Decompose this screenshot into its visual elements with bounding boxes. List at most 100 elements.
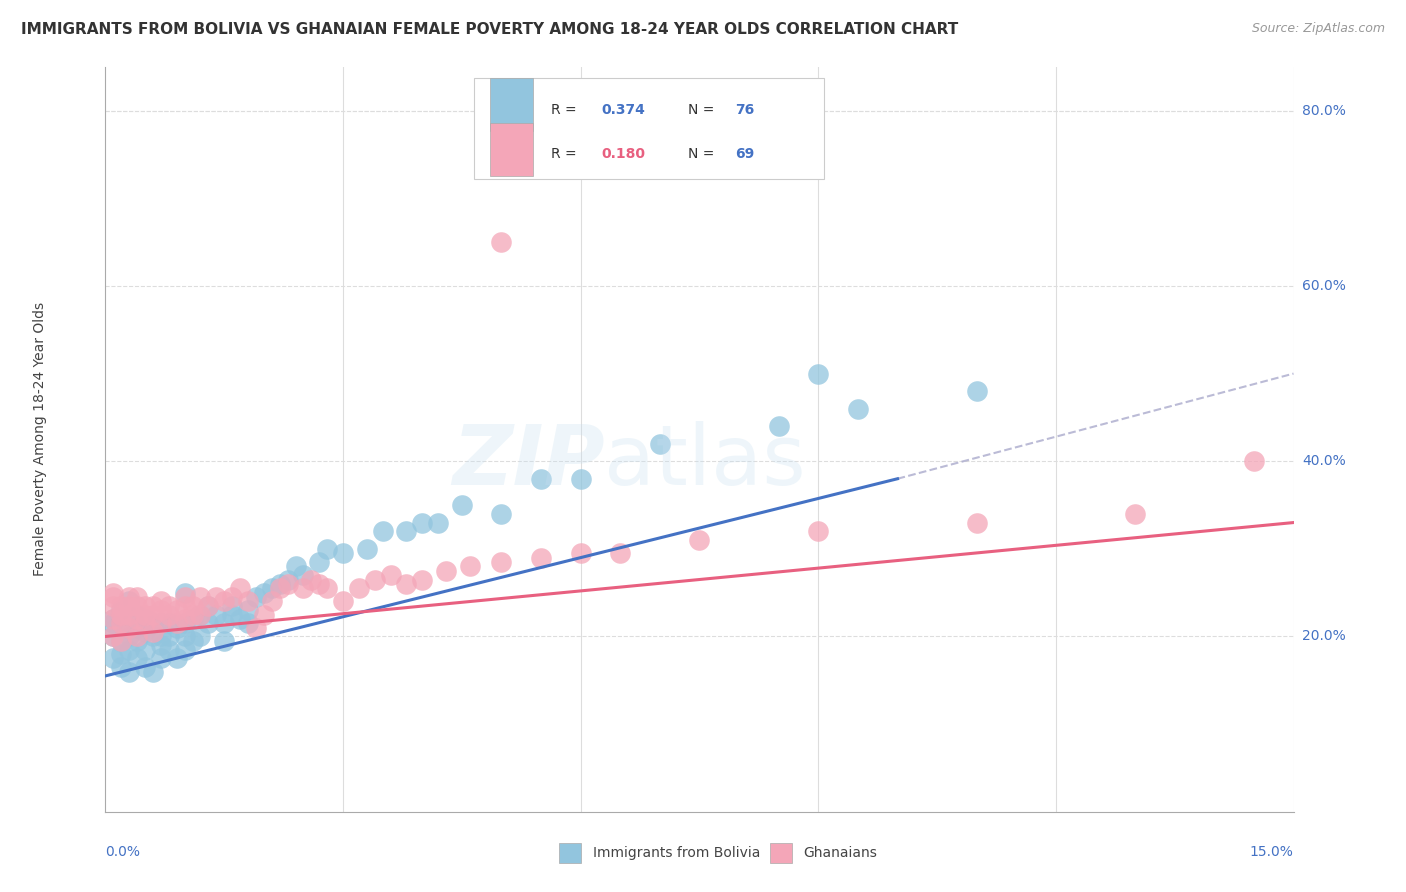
Point	[807, 367, 830, 381]
Point	[110, 647, 132, 661]
Point	[110, 660, 132, 674]
Text: Ghanaians: Ghanaians	[804, 846, 877, 860]
Point	[371, 524, 394, 539]
Point	[214, 633, 236, 648]
Point	[157, 642, 180, 657]
Text: N =: N =	[688, 147, 718, 161]
Point	[277, 577, 299, 591]
Point	[347, 582, 370, 596]
Point	[118, 594, 141, 608]
Point	[157, 616, 180, 631]
Point	[149, 616, 172, 631]
Point	[332, 594, 354, 608]
Point	[197, 616, 219, 631]
Point	[292, 568, 315, 582]
Point	[142, 599, 165, 613]
Text: 69: 69	[735, 147, 755, 161]
Point	[205, 607, 228, 622]
Point	[530, 472, 553, 486]
Point	[221, 599, 243, 613]
Point	[434, 564, 457, 578]
FancyBboxPatch shape	[474, 78, 824, 178]
Point	[181, 612, 204, 626]
Point	[118, 607, 141, 622]
Text: 0.180: 0.180	[600, 147, 645, 161]
Point	[966, 384, 988, 398]
Point	[127, 607, 149, 622]
Point	[149, 638, 172, 652]
FancyBboxPatch shape	[491, 78, 533, 131]
Point	[103, 612, 125, 626]
Point	[689, 533, 711, 547]
Point	[142, 625, 165, 640]
Point	[157, 607, 180, 622]
Point	[166, 603, 188, 617]
Point	[846, 401, 869, 416]
Text: 60.0%: 60.0%	[1302, 279, 1346, 293]
Point	[284, 559, 307, 574]
Point	[245, 621, 267, 635]
Point	[173, 590, 195, 604]
Point	[173, 642, 195, 657]
Point	[103, 590, 125, 604]
Point	[569, 546, 592, 560]
Point	[308, 555, 330, 569]
Point	[127, 621, 149, 635]
Point	[768, 419, 790, 434]
Point	[118, 599, 141, 613]
Point	[190, 607, 212, 622]
Point	[103, 630, 125, 644]
Text: IMMIGRANTS FROM BOLIVIA VS GHANAIAN FEMALE POVERTY AMONG 18-24 YEAR OLDS CORRELA: IMMIGRANTS FROM BOLIVIA VS GHANAIAN FEMA…	[21, 22, 959, 37]
Point	[260, 594, 283, 608]
Point	[118, 590, 141, 604]
Point	[205, 590, 228, 604]
Point	[1123, 507, 1146, 521]
Point	[236, 616, 259, 631]
Point	[127, 630, 149, 644]
Point	[807, 524, 830, 539]
Point	[127, 612, 149, 626]
Point	[142, 607, 165, 622]
Point	[134, 642, 156, 657]
Point	[491, 555, 513, 569]
Point	[569, 472, 592, 486]
Point	[118, 621, 141, 635]
Point	[142, 630, 165, 644]
Point	[149, 651, 172, 665]
Point	[110, 603, 132, 617]
Point	[166, 651, 188, 665]
Point	[214, 616, 236, 631]
Point	[197, 599, 219, 613]
Point	[173, 630, 195, 644]
Point	[118, 630, 141, 644]
Point	[157, 630, 180, 644]
Point	[269, 577, 291, 591]
Point	[134, 625, 156, 640]
Point	[966, 516, 988, 530]
Point	[609, 546, 631, 560]
Point	[1243, 454, 1265, 468]
Point	[530, 550, 553, 565]
Point	[245, 590, 267, 604]
Point	[190, 607, 212, 622]
Text: R =: R =	[551, 147, 581, 161]
Text: 0.0%: 0.0%	[105, 845, 141, 859]
Point	[197, 599, 219, 613]
Point	[260, 582, 283, 596]
Text: 15.0%: 15.0%	[1250, 845, 1294, 859]
Point	[142, 665, 165, 679]
Point	[166, 616, 188, 631]
Point	[127, 599, 149, 613]
FancyBboxPatch shape	[491, 123, 533, 176]
Text: Source: ZipAtlas.com: Source: ZipAtlas.com	[1251, 22, 1385, 36]
Point	[411, 516, 433, 530]
Point	[648, 436, 671, 450]
Point	[149, 616, 172, 631]
Text: 20.0%: 20.0%	[1302, 630, 1346, 643]
Point	[221, 607, 243, 622]
Point	[157, 599, 180, 613]
Point	[142, 616, 165, 631]
Point	[181, 599, 204, 613]
Point	[103, 630, 125, 644]
Point	[253, 585, 276, 599]
